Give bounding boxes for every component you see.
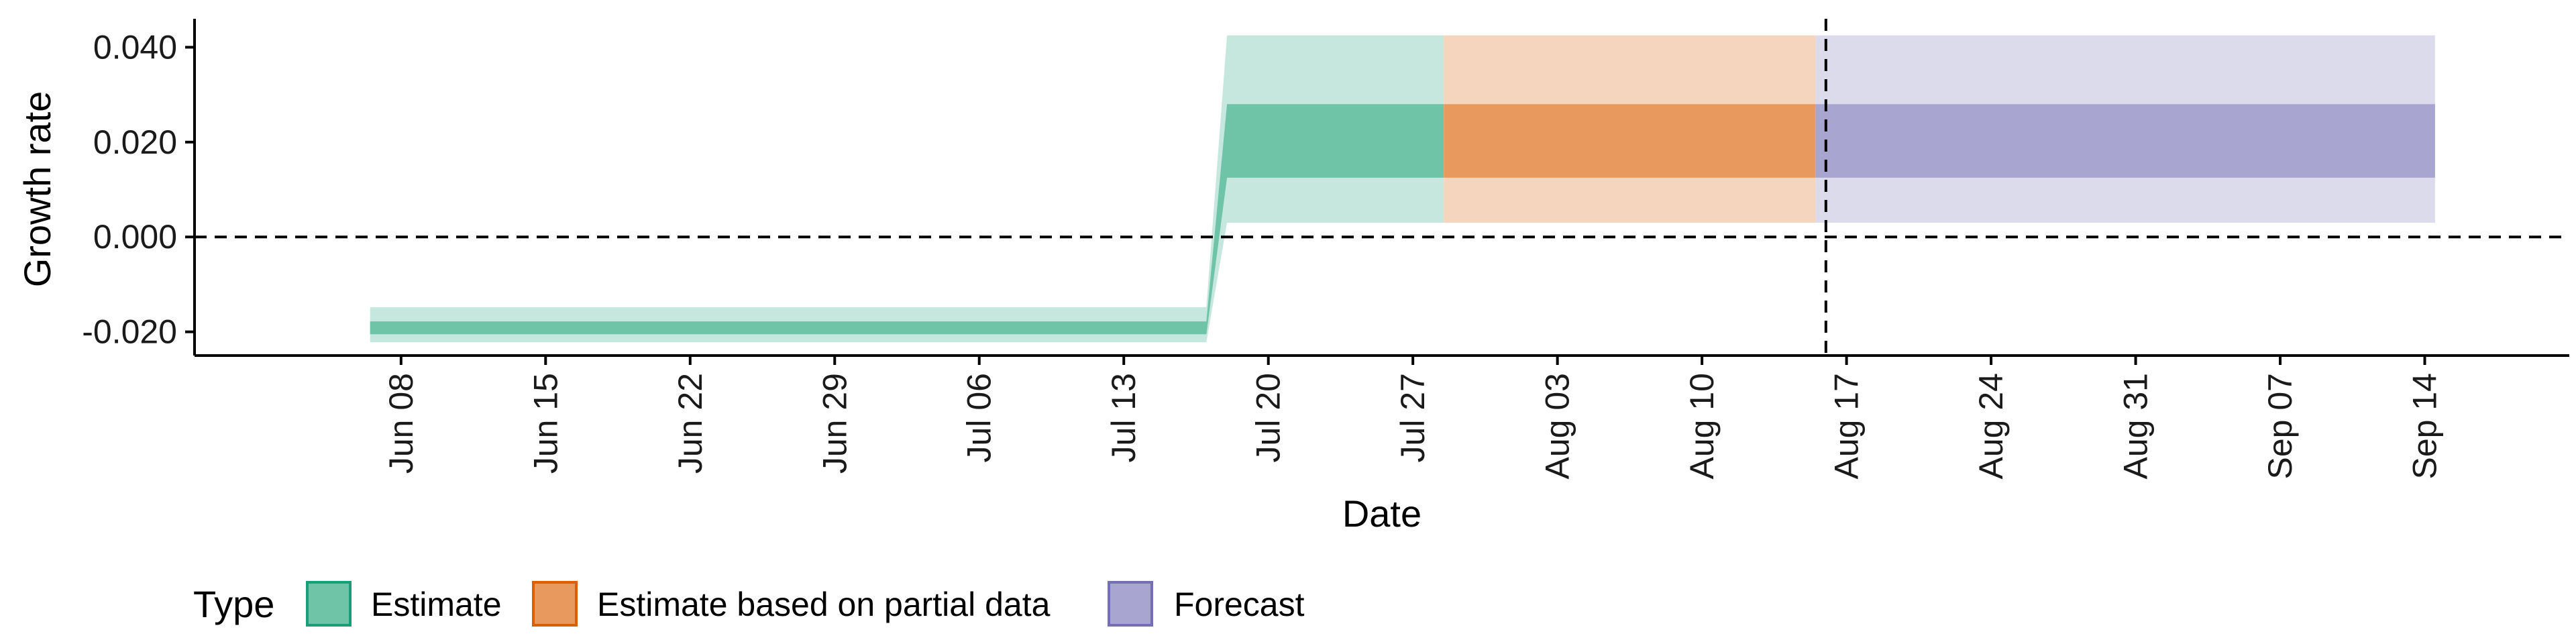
- legend: Type Estimate Estimate based on partial …: [193, 581, 1305, 627]
- x-tick-label: Jul 20: [1250, 373, 1287, 462]
- x-tick-label: Jul 13: [1105, 373, 1142, 462]
- x-tick-label: Jul 06: [961, 373, 998, 462]
- y-tick-label: 0.020: [93, 123, 177, 161]
- band-50-estimate-based-on-partial-data: [1444, 104, 1816, 178]
- x-tick-label: Aug 24: [1972, 373, 2010, 479]
- x-tick-label: Sep 14: [2406, 373, 2444, 479]
- legend-title: Type: [193, 583, 274, 625]
- x-axis-ticks: Jun 08 Jun 15 Jun 22 Jun 29 Jul 06 Jul 13 Jul …: [382, 356, 2444, 479]
- legend-label-partial: Estimate based on partial data: [597, 586, 1051, 623]
- x-tick-label: Jun 15: [527, 373, 564, 474]
- x-tick-label: Jul 27: [1394, 373, 1432, 462]
- x-axis-title: Date: [1342, 492, 1421, 535]
- band-50-forecast: [1815, 104, 2435, 178]
- y-tick-label: -0.020: [82, 313, 177, 351]
- legend-label-forecast: Forecast: [1174, 586, 1305, 623]
- band-90-estimate: [370, 35, 1444, 343]
- y-axis-ticks: -0.020 0.000 0.020 0.040: [82, 28, 195, 351]
- legend-swatch-estimate: [306, 581, 352, 627]
- x-tick-label: Jun 08: [382, 373, 420, 474]
- x-tick-label: Aug 17: [1828, 373, 1866, 479]
- x-tick-label: Aug 03: [1539, 373, 1576, 479]
- x-tick-label: Jun 29: [816, 373, 853, 474]
- x-tick-label: Sep 07: [2261, 373, 2299, 479]
- legend-label-estimate: Estimate: [371, 586, 502, 623]
- legend-swatch-partial: [532, 581, 578, 627]
- y-axis-title: Growth rate: [16, 91, 58, 288]
- y-tick-label: 0.000: [93, 218, 177, 256]
- x-tick-label: Aug 31: [2117, 373, 2155, 479]
- ribbon-bands: [370, 35, 2435, 343]
- band-50-estimate: [370, 104, 1444, 335]
- x-tick-label: Aug 10: [1683, 373, 1721, 479]
- x-tick-label: Jun 22: [672, 373, 709, 474]
- legend-swatch-forecast: [1108, 581, 1153, 627]
- reference-lines: [195, 19, 2569, 356]
- y-tick-label: 0.040: [93, 28, 177, 66]
